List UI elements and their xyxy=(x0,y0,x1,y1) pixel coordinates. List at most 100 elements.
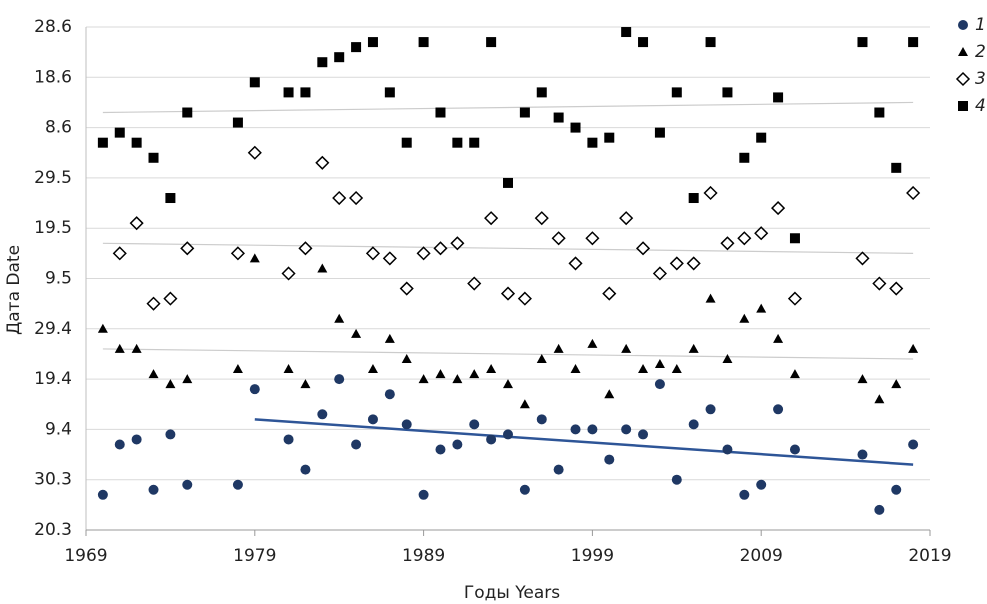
point xyxy=(486,37,497,48)
point xyxy=(165,193,176,204)
point xyxy=(180,241,195,256)
point xyxy=(97,489,108,500)
point xyxy=(671,474,682,485)
point xyxy=(889,281,904,296)
point xyxy=(519,484,530,495)
point xyxy=(720,236,735,251)
point xyxy=(654,359,665,369)
point xyxy=(874,394,885,404)
legend-marker xyxy=(955,71,971,87)
point xyxy=(97,323,108,333)
y-tick-label: 29.4 xyxy=(34,319,72,339)
point xyxy=(553,112,564,123)
point xyxy=(536,414,547,425)
point xyxy=(283,87,294,98)
point xyxy=(97,137,108,148)
point xyxy=(570,122,581,133)
point xyxy=(148,484,159,495)
point xyxy=(384,333,395,343)
point xyxy=(484,211,499,226)
point xyxy=(688,343,699,353)
point xyxy=(517,291,532,306)
point xyxy=(452,439,463,450)
point xyxy=(874,504,885,515)
point xyxy=(671,364,682,374)
point xyxy=(148,152,159,163)
point xyxy=(773,92,784,103)
point xyxy=(232,117,243,128)
point xyxy=(298,241,313,256)
point xyxy=(872,276,887,291)
point xyxy=(874,107,885,118)
point xyxy=(317,409,328,420)
point xyxy=(654,127,665,138)
point xyxy=(654,379,665,390)
x-tick-label: 2009 xyxy=(740,546,783,566)
y-tick-label: 28.6 xyxy=(34,17,72,37)
y-tick-label: 29.5 xyxy=(34,168,72,188)
point xyxy=(249,77,260,88)
point xyxy=(705,293,716,303)
point xyxy=(182,374,193,384)
point xyxy=(114,343,125,353)
point xyxy=(519,399,530,409)
point xyxy=(165,429,176,440)
point xyxy=(469,369,480,379)
point xyxy=(722,87,733,98)
point xyxy=(503,429,513,440)
point xyxy=(570,364,581,374)
point xyxy=(789,233,800,244)
point xyxy=(283,364,294,374)
point xyxy=(384,87,395,98)
x-axis-label: Годы Years xyxy=(464,583,560,603)
point xyxy=(232,364,243,374)
point xyxy=(619,211,634,226)
trend-line xyxy=(102,101,914,114)
point xyxy=(367,364,378,374)
point xyxy=(635,241,651,256)
point xyxy=(688,419,699,430)
y-tick-label: 9.4 xyxy=(45,419,72,439)
point xyxy=(283,434,294,445)
point xyxy=(857,449,868,460)
point xyxy=(756,303,767,313)
point xyxy=(789,369,800,379)
point xyxy=(570,424,581,435)
point xyxy=(739,489,750,500)
point xyxy=(452,374,463,384)
y-tick-label: 8.6 xyxy=(45,118,72,138)
point xyxy=(621,27,632,38)
point xyxy=(891,379,902,389)
point xyxy=(604,132,615,143)
point xyxy=(737,231,752,246)
point xyxy=(587,424,598,435)
y-tick-label: 18.6 xyxy=(34,67,72,87)
point xyxy=(771,201,786,216)
point xyxy=(534,211,549,226)
point xyxy=(131,343,142,353)
point xyxy=(433,241,448,256)
point xyxy=(568,256,583,271)
y-tick-label: 20.3 xyxy=(34,520,72,540)
point xyxy=(146,296,161,311)
y-tick-label: 9.5 xyxy=(45,269,72,289)
point xyxy=(503,177,513,188)
y-tick-label: 19.4 xyxy=(34,369,72,389)
point xyxy=(857,37,868,48)
point xyxy=(773,333,784,343)
point xyxy=(148,369,159,379)
point xyxy=(163,291,178,306)
point xyxy=(587,338,598,348)
point xyxy=(281,266,296,281)
point xyxy=(756,479,767,490)
legend-label: 4 xyxy=(975,96,986,116)
legend-marker xyxy=(958,47,968,56)
point xyxy=(317,263,328,273)
point xyxy=(418,374,429,384)
point xyxy=(756,132,767,143)
point xyxy=(114,439,125,450)
point xyxy=(551,231,566,246)
point xyxy=(503,379,513,389)
point xyxy=(519,107,530,118)
